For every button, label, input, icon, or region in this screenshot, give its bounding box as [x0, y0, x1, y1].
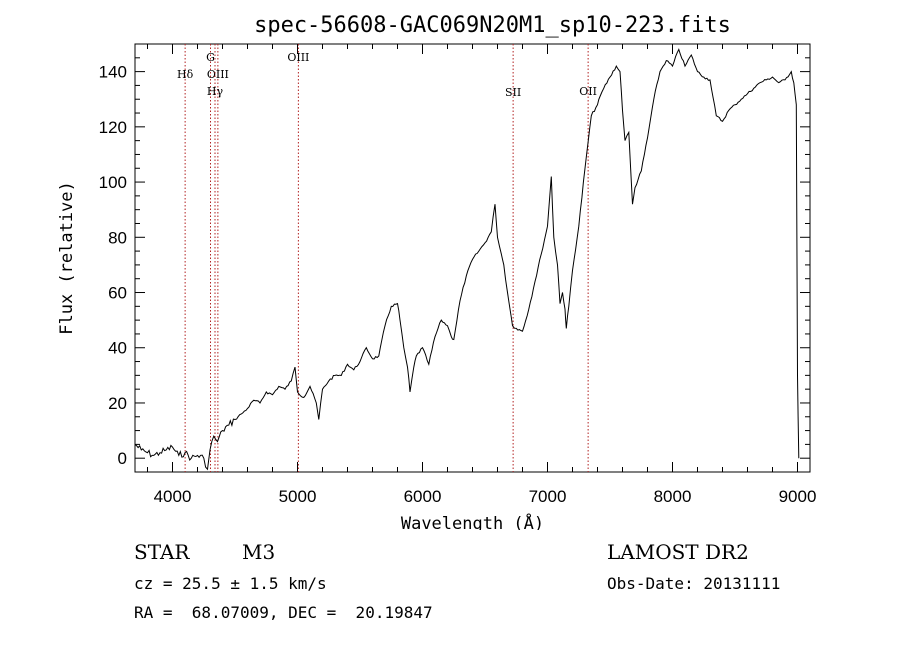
y-axis-label: Flux (relative) — [57, 181, 77, 335]
spectrum-line — [134, 48, 800, 471]
x-tick-label: 7000 — [529, 487, 567, 506]
line-marker-label: Hγ — [207, 85, 224, 98]
line-marker-label: SII — [505, 86, 521, 99]
x-tick-label: 9000 — [779, 487, 817, 506]
y-tick-label: 120 — [99, 118, 127, 137]
spectrum-plot: spec-56608-GAC069N20M1_sp10-223.fits 4000… — [57, 13, 817, 530]
line-marker-label: OIII — [207, 68, 229, 81]
spectral-type: M3 — [242, 540, 276, 564]
x-tick-label: 5000 — [279, 487, 317, 506]
y-tick-label: 140 — [99, 63, 127, 82]
x-tick-label: 8000 — [654, 487, 692, 506]
redshift-text: cz = 25.5 ± 1.5 km/s — [134, 574, 327, 593]
x-tick-label: 6000 — [404, 487, 442, 506]
coordinates-text: RA = 68.07009, DEC = 20.19847 — [134, 603, 433, 622]
line-marker-label: Hδ — [177, 68, 194, 81]
y-tick-label: 60 — [108, 284, 127, 303]
line-marker-label: OIII — [287, 51, 309, 64]
y-tick-label: 20 — [108, 394, 127, 413]
line-marker-label: OII — [579, 85, 597, 98]
plot-frame — [134, 43, 811, 473]
x-axis-label: Wavelength (Å) — [401, 512, 544, 530]
chart-title: spec-56608-GAC069N20M1_sp10-223.fits — [254, 13, 731, 38]
y-tick-label: 40 — [108, 339, 127, 358]
y-tick-label: 100 — [99, 173, 127, 192]
line-marker-label: G — [206, 51, 215, 64]
obs-date-text: Obs-Date: 20131111 — [607, 574, 781, 593]
y-tick-label: 0 — [118, 449, 127, 468]
y-tick-label: 80 — [108, 228, 127, 247]
object-class: STAR — [134, 540, 190, 564]
x-tick-label: 4000 — [154, 487, 192, 506]
survey-label: LAMOST DR2 — [607, 540, 749, 564]
